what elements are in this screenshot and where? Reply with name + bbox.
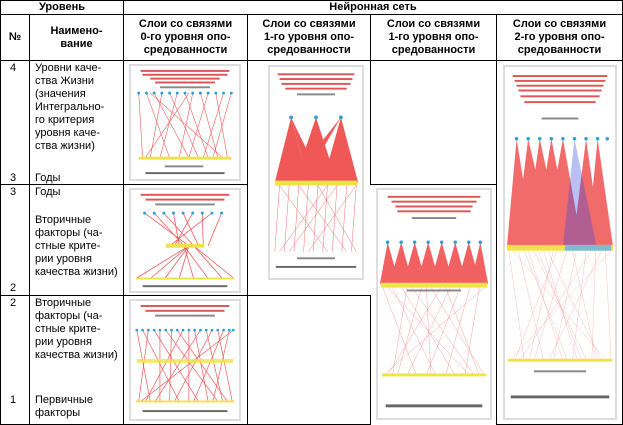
row2-col1-cell	[123, 184, 248, 296]
network-diagram-0-level-row3	[129, 299, 241, 421]
row3-number-cell: 2 1	[0, 295, 30, 425]
row1-col1-cell	[123, 60, 248, 185]
row1-number-cell: 4 3	[0, 60, 30, 185]
header-number: №	[0, 14, 30, 61]
row3-col2-cell	[247, 295, 371, 425]
header-col3: Слои со связями 1-го уровня опо- средова…	[370, 14, 497, 61]
header-neural-network: Нейронная сеть	[123, 0, 623, 15]
row2-number-cell: 3 2	[0, 184, 30, 296]
row3-name-cell: Вторичные факторы (ча- стные крите- рии …	[29, 295, 124, 425]
network-diagram-0-level-row1	[129, 64, 241, 181]
row1-name-cell: Уровни каче- ства Жизни (значения Интегр…	[29, 60, 124, 185]
header-level: Уровень	[0, 0, 124, 15]
header-col4: Слои со связями 2-го уровня опо- средова…	[496, 14, 623, 61]
row3-num-top: 2	[10, 297, 17, 309]
network-diagram-2-level	[503, 65, 617, 420]
network-diagram-1-level-b	[376, 188, 492, 420]
row2-name-top: Годы	[35, 186, 61, 198]
network-diagram-0-level-row2	[129, 188, 241, 293]
network-diagram-1-level-a	[268, 65, 364, 280]
row2-num-top: 3	[10, 186, 17, 198]
row3-name-bottom: Первичные факторы	[35, 394, 93, 419]
row3-col1-cell	[123, 295, 248, 425]
row1-col3-cell	[370, 60, 497, 185]
row1-name-top: Уровни каче- ства Жизни (значения Интегр…	[35, 62, 105, 152]
row2-num-bottom: 2	[10, 282, 17, 294]
row1-num-bottom: 3	[10, 172, 17, 184]
header-name: Наимено- вание	[29, 14, 124, 61]
header-col2: Слои со связями 1-го уровня опо- средова…	[247, 14, 371, 61]
row2-name-cell: Годы Вторичные факторы (ча- стные крите-…	[29, 184, 124, 296]
header-col1: Слои со связями 0-го уровня опо- средова…	[123, 14, 248, 61]
row3-num-bottom: 1	[10, 394, 17, 406]
row2-name-bottom: Вторичные факторы (ча- стные крите- рии …	[35, 214, 118, 278]
row1-num-top: 4	[10, 62, 17, 74]
row1-name-bottom: Годы	[35, 172, 61, 184]
row3-name-top: Вторичные факторы (ча- стные крите- рии …	[35, 297, 118, 361]
